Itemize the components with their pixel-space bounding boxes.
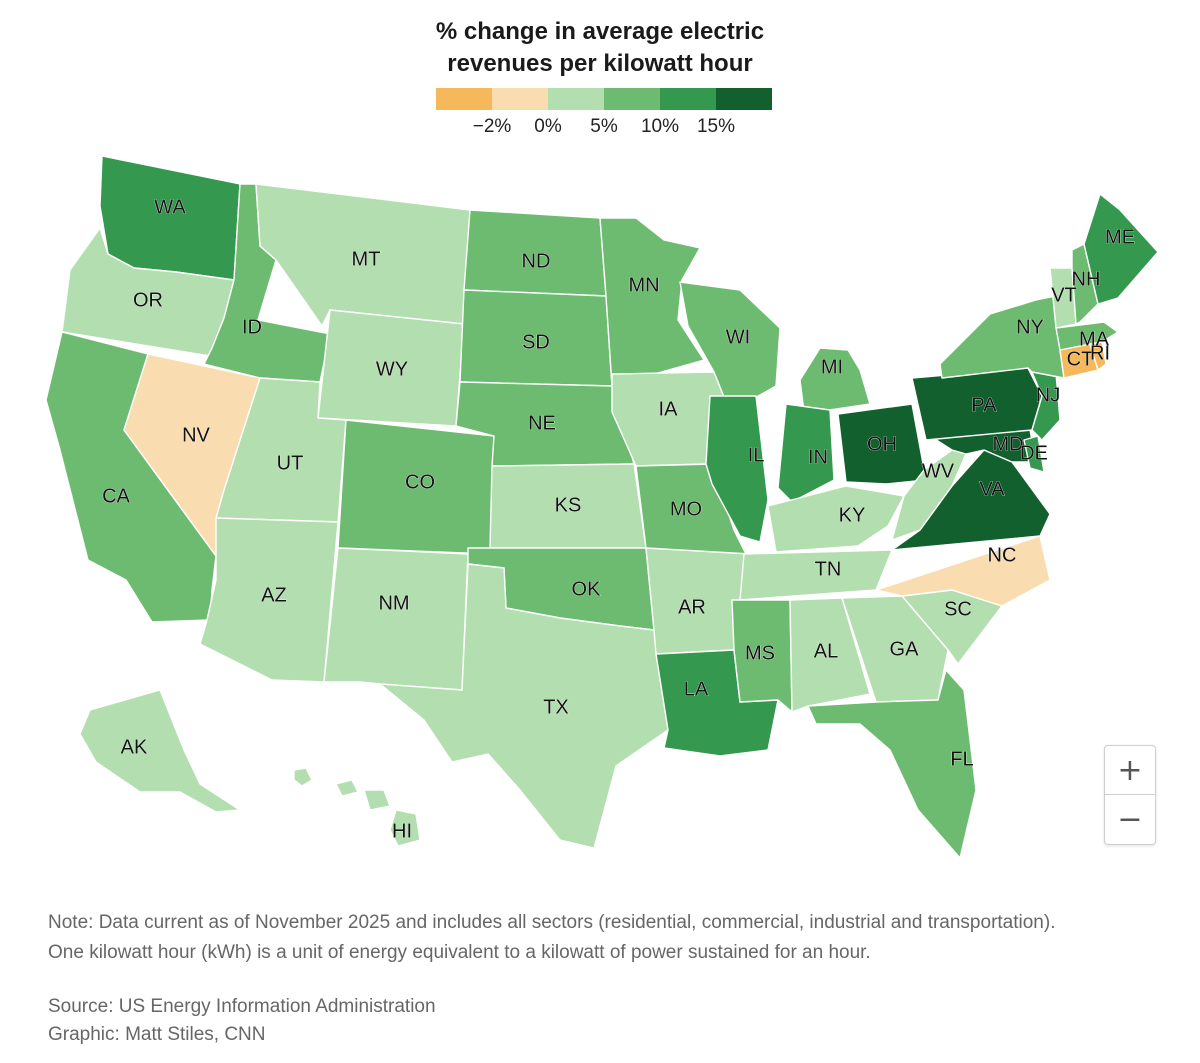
state-label-mo: MO xyxy=(670,498,702,520)
state-ny[interactable] xyxy=(939,295,1065,379)
state-ut[interactable] xyxy=(215,377,347,523)
note-text: Note: Data current as of November 2025 a… xyxy=(48,908,1158,968)
state-label-id: ID xyxy=(242,316,262,338)
state-label-mi: MI xyxy=(821,356,843,378)
legend-swatch xyxy=(660,88,716,110)
state-ma[interactable] xyxy=(1055,321,1119,351)
zoom-in-button[interactable]: + xyxy=(1105,746,1155,795)
state-label-wa: WA xyxy=(154,196,186,218)
state-nm[interactable] xyxy=(323,547,469,691)
state-label-la: LA xyxy=(684,678,709,700)
legend-tick-label: 0% xyxy=(534,116,562,137)
state-label-nm: NM xyxy=(378,592,409,614)
state-tx[interactable] xyxy=(379,563,677,849)
state-label-oh: OH xyxy=(867,433,897,455)
state-label-nh: NH xyxy=(1072,268,1101,290)
state-label-hi: HI xyxy=(392,820,412,842)
state-de[interactable] xyxy=(1023,435,1045,473)
state-label-in: IN xyxy=(808,446,828,468)
zoom-out-button[interactable]: − xyxy=(1117,801,1143,837)
state-fl[interactable] xyxy=(807,669,977,859)
state-label-ms: MS xyxy=(745,642,775,664)
note-line-2: One kilowatt hour (kWh) is a unit of ene… xyxy=(48,942,871,963)
state-ky[interactable] xyxy=(767,485,905,553)
state-label-ar: AR xyxy=(678,596,706,618)
state-label-wi: WI xyxy=(726,326,750,348)
state-label-me: ME xyxy=(1105,226,1135,248)
state-mn[interactable] xyxy=(599,217,705,387)
source-line: Source: US Energy Information Administra… xyxy=(48,996,436,1017)
state-label-co: CO xyxy=(405,471,435,493)
state-label-nc: NC xyxy=(988,544,1017,566)
state-label-ks: KS xyxy=(555,494,582,516)
legend-swatch xyxy=(604,88,660,110)
state-al[interactable] xyxy=(789,597,871,713)
state-label-ia: IA xyxy=(659,398,679,420)
state-label-pa: PA xyxy=(971,394,997,416)
state-label-az: AZ xyxy=(261,584,287,606)
legend-swatch xyxy=(548,88,604,110)
state-label-ct: CT xyxy=(1067,348,1094,370)
state-label-ne: NE xyxy=(528,412,556,434)
state-label-nj: NJ xyxy=(1036,384,1060,406)
map-svg: WA OR CA NV ID MT WY UT AZ CO NM ND SD NE KS OK TX MN IA MO… xyxy=(45,155,1159,859)
state-label-ri: RI xyxy=(1090,342,1110,364)
state-label-sd: SD xyxy=(522,331,550,353)
state-label-vt: VT xyxy=(1051,284,1077,306)
us-map[interactable]: WA OR CA NV ID MT WY UT AZ CO NM ND SD NE KS OK TX MN IA MO… xyxy=(40,150,1160,870)
legend-ticks: −2% 0% 5% 10% 15% xyxy=(436,116,772,142)
state-label-ca: CA xyxy=(102,485,130,507)
state-hi[interactable] xyxy=(293,767,421,847)
state-label-ma: MA xyxy=(1079,328,1110,350)
zoom-control: + − xyxy=(1104,745,1156,845)
title-line-1: % change in average electric xyxy=(435,18,765,45)
state-label-va: VA xyxy=(979,478,1005,500)
state-in[interactable] xyxy=(777,403,835,503)
state-az[interactable] xyxy=(199,517,339,683)
state-label-ak: AK xyxy=(121,736,148,758)
state-label-nd: ND xyxy=(522,250,551,272)
source-credit: Source: US Energy Information Administra… xyxy=(48,993,436,1049)
state-ga[interactable] xyxy=(841,595,949,703)
legend-swatch xyxy=(716,88,772,110)
state-label-al: AL xyxy=(814,640,838,662)
state-wv[interactable] xyxy=(891,449,967,541)
state-label-or: OR xyxy=(133,289,163,311)
state-label-nv: NV xyxy=(182,424,210,446)
state-label-ut: UT xyxy=(277,452,304,474)
state-label-sc: SC xyxy=(944,598,972,620)
state-label-de: DE xyxy=(1020,442,1048,464)
state-label-wy: WY xyxy=(376,358,408,380)
legend-tick-label: 15% xyxy=(696,116,736,137)
title-line-2: revenues per kilowatt hour xyxy=(447,50,753,77)
state-label-wv: WV xyxy=(922,460,955,482)
legend-swatches xyxy=(436,88,772,110)
note-line-1: Note: Data current as of November 2025 a… xyxy=(48,912,1056,933)
state-label-mt: MT xyxy=(352,248,381,270)
state-label-ny: NY xyxy=(1016,316,1044,338)
credit-line: Graphic: Matt Stiles, CNN xyxy=(48,1024,266,1045)
state-me[interactable] xyxy=(1083,193,1159,305)
legend-tick-label: 10% xyxy=(640,116,680,137)
state-label-md: MD xyxy=(992,433,1023,455)
legend-tick-label: −2% xyxy=(472,116,512,137)
legend-swatch xyxy=(436,88,492,110)
legend-tick-label: 5% xyxy=(590,116,618,137)
state-oh[interactable] xyxy=(837,403,927,485)
map-title: % change in average electric revenues pe… xyxy=(0,16,1200,80)
state-label-ok: OK xyxy=(572,578,602,600)
state-label-tx: TX xyxy=(543,696,569,718)
state-il[interactable] xyxy=(705,395,769,543)
legend-swatch xyxy=(492,88,548,110)
color-legend: −2% 0% 5% 10% 15% xyxy=(436,88,772,140)
state-label-tn: TN xyxy=(815,558,842,580)
state-label-ga: GA xyxy=(890,638,920,660)
state-ak[interactable] xyxy=(79,689,241,813)
state-label-ky: KY xyxy=(839,504,866,526)
state-label-mn: MN xyxy=(628,274,659,296)
state-label-il: IL xyxy=(748,444,765,466)
state-label-fl: FL xyxy=(950,748,973,770)
state-md[interactable] xyxy=(929,429,1037,463)
